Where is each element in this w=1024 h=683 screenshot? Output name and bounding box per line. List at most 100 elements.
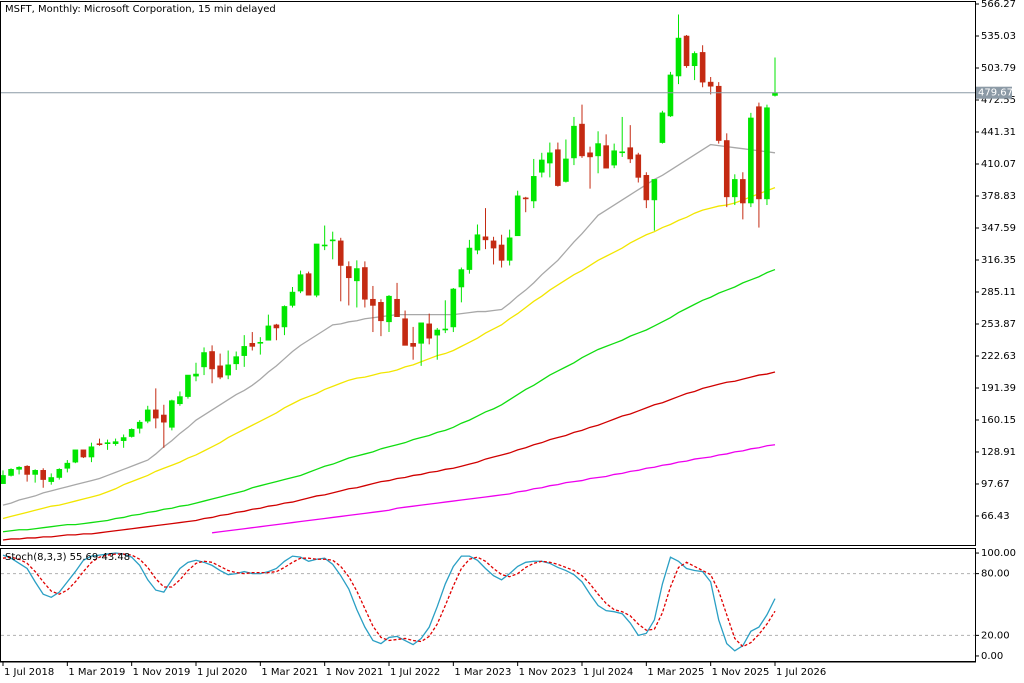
candle-body: [362, 267, 368, 300]
last-price-box: [976, 86, 1012, 99]
y-tick-label: 222.63: [981, 351, 1016, 362]
candle-body: [40, 470, 47, 480]
indicator-title: Stoch(8,3,3) 55.69 43.48: [5, 552, 130, 563]
candle-body: [241, 346, 248, 356]
candle-body: [667, 74, 674, 117]
x-tick-label: 1 Jul 2022: [390, 667, 440, 678]
candle-body: [506, 237, 513, 261]
y-tick-label: 316.35: [981, 255, 1016, 266]
y-tick-label: 441.31: [981, 127, 1016, 138]
candle-body: [225, 364, 231, 376]
candle-body: [643, 175, 650, 201]
candle-body: [547, 152, 553, 164]
candle-body: [691, 53, 698, 67]
candle-body: [482, 236, 489, 241]
chart-title: MSFT, Monthly: Microsoft Corporation, 15…: [5, 4, 276, 15]
candle-body: [563, 158, 569, 182]
candle-body: [394, 298, 400, 317]
y-tick-label: 80.00: [981, 569, 1010, 580]
y-tick-label: 128.91: [981, 447, 1016, 458]
indicator-line: [2, 553, 776, 648]
candle-body: [651, 179, 658, 201]
candle-body: [498, 244, 505, 261]
candle-body: [297, 274, 304, 292]
candle-body: [128, 429, 135, 437]
candle-body: [161, 414, 167, 423]
y-tick-label: 535.03: [981, 31, 1016, 42]
candle-body: [144, 409, 151, 422]
y-tick-label: 66.43: [981, 511, 1010, 522]
candle-body: [450, 288, 457, 328]
x-tick-label: 1 Jul 2026: [776, 667, 826, 678]
candle-body: [434, 329, 441, 336]
candle-body: [112, 441, 119, 444]
candle-body: [458, 269, 465, 288]
candle-body: [627, 147, 634, 160]
plots: [0, 14, 975, 652]
candle-body: [402, 318, 408, 346]
candle-body: [56, 469, 63, 478]
x-tick-label: 1 Nov 2023: [519, 667, 577, 678]
candle-body: [289, 291, 296, 306]
candle-body: [209, 351, 215, 370]
candle-body: [530, 176, 537, 202]
candle-body: [72, 449, 79, 463]
y-tick-label: 0.00: [981, 651, 1003, 662]
candle-body: [442, 328, 449, 331]
y-tick-label: 285.11: [981, 287, 1016, 298]
y-tick-label: 191.39: [981, 383, 1016, 394]
x-tick-label: 1 Nov 2021: [326, 667, 384, 678]
y-tick-label: 566.27: [981, 0, 1016, 10]
candle-body: [64, 462, 71, 469]
candle-body: [273, 324, 280, 329]
candle-body: [329, 239, 336, 242]
x-tick-label: 1 Mar 2021: [261, 667, 318, 678]
candle-body: [193, 373, 199, 377]
indicator-line: [2, 552, 776, 652]
candle-body: [169, 400, 175, 428]
candle-body: [619, 151, 626, 154]
candle-body: [490, 240, 497, 249]
candle-body: [16, 466, 22, 470]
candle-body: [611, 150, 617, 166]
candle-body: [675, 37, 682, 77]
last-price-label: 479.67: [978, 88, 1013, 99]
candle-body: [466, 247, 473, 270]
moving-average: [211, 444, 776, 534]
candle-body: [257, 341, 264, 344]
candle-body: [120, 437, 127, 441]
y-tick-label: 347.59: [981, 223, 1016, 234]
x-tick-label: 1 Jul 2020: [197, 667, 247, 678]
candle-body: [418, 322, 424, 344]
candle-body: [265, 325, 272, 341]
moving-average: [2, 268, 776, 533]
candle-body: [249, 343, 256, 347]
candle-body: [699, 52, 706, 83]
candle-body: [514, 195, 521, 237]
candle-body: [555, 149, 561, 186]
candle-body: [587, 152, 593, 158]
candle-body: [370, 298, 376, 306]
candle-body: [740, 179, 746, 204]
x-tick-label: 1 Mar 2025: [647, 667, 704, 678]
candle-body: [538, 159, 545, 173]
candle-body: [337, 240, 344, 266]
candle-body: [136, 421, 143, 429]
candle-body: [659, 112, 666, 143]
x-tick-label: 1 Nov 2025: [712, 667, 770, 678]
candle-body: [96, 443, 103, 446]
candle-body: [233, 356, 240, 365]
candle-body: [748, 117, 754, 204]
x-tick-label: 1 Jul 2024: [583, 667, 633, 678]
candle-body: [426, 323, 433, 339]
candle-body: [579, 123, 585, 157]
moving-average: [2, 187, 776, 520]
candle-body: [635, 154, 642, 178]
candle-body: [410, 343, 416, 347]
candle-body: [217, 365, 223, 378]
candle-body: [321, 244, 328, 247]
candle-body: [48, 477, 55, 482]
main-frame: [0, 1, 976, 546]
x-tick-label: 1 Mar 2019: [68, 667, 125, 678]
